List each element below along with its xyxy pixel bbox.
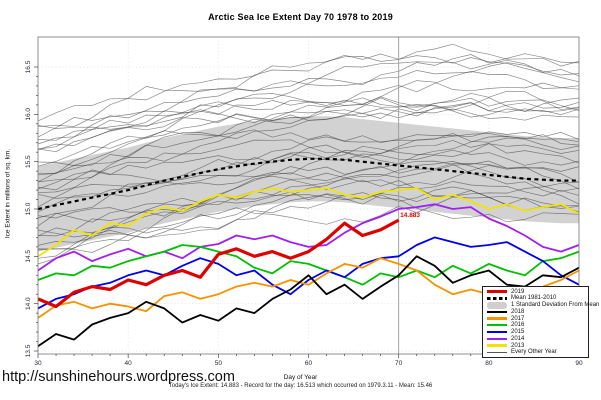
background-year-line <box>37 62 580 145</box>
background-year-line <box>37 59 580 141</box>
background-year-line <box>37 160 580 265</box>
legend-swatch-line <box>487 324 507 327</box>
legend-item: 2018 <box>487 309 584 315</box>
background-year-line <box>37 181 580 259</box>
legend-label: 2019 <box>511 288 525 295</box>
background-year-line <box>37 196 580 238</box>
legend-item: 1 Standard Deviation From Mean <box>487 301 599 309</box>
year-line-2014 <box>37 203 580 272</box>
background-year-line <box>37 43 580 128</box>
legend-label: 2014 <box>511 335 525 342</box>
background-year-line <box>37 102 580 150</box>
legend-item: Mean 1981-2010 <box>487 295 584 301</box>
background-year-line <box>37 143 580 208</box>
background-year-line <box>37 161 580 237</box>
year-line-2019 <box>37 218 400 309</box>
legend-box: 2019 Mean 1981-2010 1 Standard Deviation F… <box>482 286 599 358</box>
legend-item: 2019 <box>487 288 584 295</box>
legend-label: 2013 <box>511 342 525 349</box>
legend-label: 2016 <box>511 322 525 329</box>
site-url: http://sunshinehours.wordpress.com <box>2 369 235 385</box>
legend-label: 2017 <box>511 315 525 322</box>
year-line-2015 <box>37 236 580 310</box>
legend-item: 2015 <box>487 329 584 335</box>
x-tick-label: 60 <box>305 360 313 367</box>
background-year-line <box>37 163 580 199</box>
legend-swatch-thick <box>487 289 507 294</box>
background-year-line <box>37 145 580 213</box>
x-tick-label: 90 <box>575 360 583 367</box>
background-year-line <box>37 53 580 138</box>
legend-item: Every Other Year <box>487 349 584 355</box>
legend-label: Every Other Year <box>511 349 557 356</box>
x-axis-label: Day of Year <box>283 374 318 381</box>
legend-swatch-dashed <box>487 296 507 300</box>
legend-item: 2017 <box>487 315 584 322</box>
legend-swatch-line <box>487 344 507 347</box>
background-year-line <box>37 191 580 246</box>
legend-swatch-thin <box>487 351 507 353</box>
mean-line <box>37 157 579 211</box>
legend-label: 2018 <box>511 308 525 315</box>
chart-title: Arctic Sea Ice Extent Day 70 1978 to 201… <box>208 12 393 22</box>
y-tick-label: 13.5 <box>25 344 32 357</box>
y-tick-label: 15.0 <box>25 202 32 215</box>
y-tick-label: 16.0 <box>25 108 32 121</box>
legend-swatch-line <box>487 317 507 320</box>
x-tick-label: 40 <box>125 360 133 367</box>
legend-swatch-band <box>487 301 507 309</box>
x-tick-label: 80 <box>485 360 493 367</box>
y-tick-label: 14.0 <box>25 297 32 310</box>
background-year-line <box>37 131 580 190</box>
legend-item: 2014 <box>487 336 584 342</box>
year-line-2013 <box>37 187 580 258</box>
legend-label: Mean 1981-2010 <box>511 295 557 302</box>
legend-swatch-line <box>487 310 507 313</box>
background-year-line <box>37 165 580 237</box>
ice-extent-annotation: 14.883 <box>400 212 420 219</box>
legend-item: 2013 <box>487 342 584 349</box>
year-line-2016 <box>37 244 580 286</box>
legend-item: 2016 <box>487 322 584 328</box>
legend-label: 1 Standard Deviation From Mean <box>511 302 600 309</box>
year-line-2018 <box>37 255 580 348</box>
x-tick-label: 30 <box>34 360 42 367</box>
legend-swatch-line <box>487 337 507 340</box>
y-tick-label: 14.5 <box>25 250 32 263</box>
background-year-line <box>37 108 580 191</box>
y-tick-label: 15.5 <box>25 155 32 168</box>
background-year-line <box>37 97 580 150</box>
background-year-line <box>37 71 580 130</box>
footer-stats: Today's Ice Extent: 14.883 - Record for … <box>168 383 433 389</box>
x-tick-label: 70 <box>395 360 403 367</box>
background-year-line <box>37 129 580 194</box>
background-year-line <box>37 179 580 223</box>
background-year-line <box>37 160 580 219</box>
x-tick-label: 50 <box>215 360 223 367</box>
background-year-line <box>37 103 580 174</box>
y-tick-label: 16.5 <box>25 60 32 73</box>
legend-label: 2015 <box>511 329 525 336</box>
background-year-line <box>37 132 580 183</box>
legend-swatch-line <box>487 330 507 334</box>
y-axis-label: Ice Extent in millions of sq. km. <box>4 148 12 239</box>
background-year-line <box>37 134 580 183</box>
